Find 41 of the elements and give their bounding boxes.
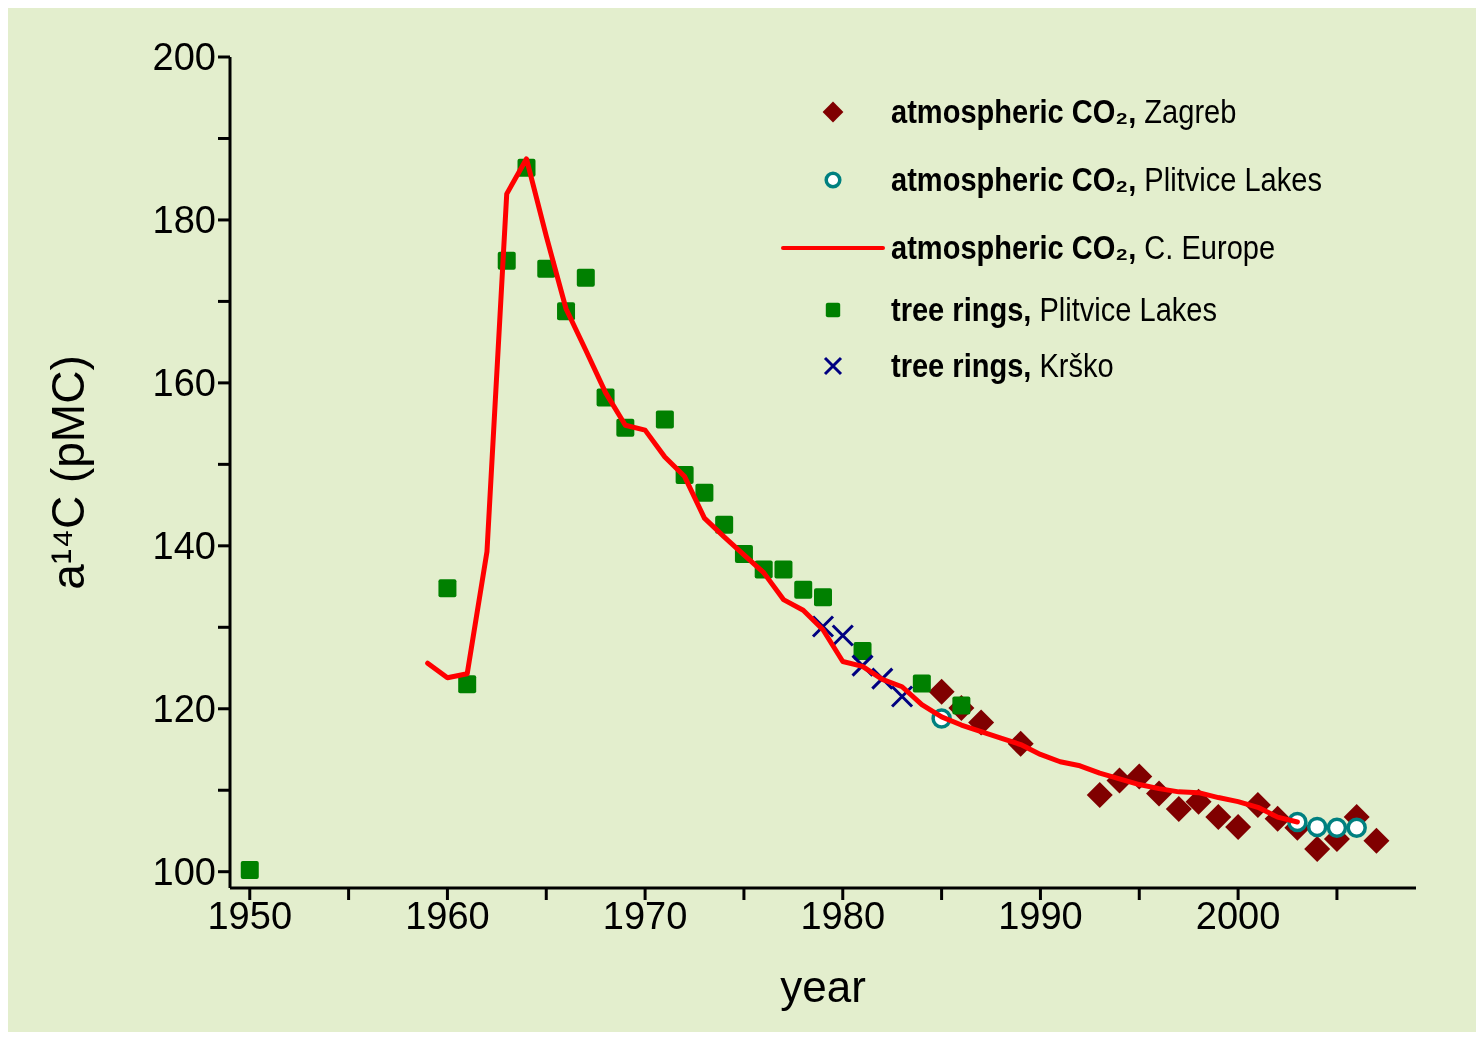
legend-label: tree rings, Krško — [891, 347, 1115, 385]
point — [240, 861, 259, 880]
y-axis-title: a¹⁴C (pMC) — [42, 355, 95, 590]
point — [438, 579, 457, 598]
point — [695, 483, 714, 502]
point — [458, 675, 477, 694]
point — [928, 678, 955, 705]
point — [576, 268, 595, 287]
point — [1304, 835, 1331, 862]
legend-label: atmospheric CO₂, Zagreb — [891, 93, 1237, 131]
point — [890, 685, 914, 709]
point — [831, 623, 855, 647]
point — [794, 580, 813, 599]
x-tick-label: 1990 — [998, 894, 1083, 937]
point — [655, 410, 674, 429]
y-tick-label: 120 — [152, 688, 216, 731]
x-tick-label: 1970 — [602, 894, 688, 937]
point — [814, 588, 832, 607]
x-tick-label: 1960 — [405, 894, 490, 937]
point — [1225, 813, 1252, 840]
point — [1363, 827, 1390, 854]
legend-label: atmospheric CO₂, C. Europe — [891, 229, 1276, 267]
x-tick-label: 1980 — [800, 894, 886, 937]
y-tick-label: 180 — [152, 199, 216, 242]
legend-label: tree rings, Plitvice Lakes — [891, 291, 1218, 329]
point — [1306, 816, 1328, 838]
point — [774, 560, 793, 579]
y-tick-label: 200 — [152, 36, 216, 79]
point — [1165, 795, 1192, 822]
point — [1346, 817, 1367, 838]
point — [912, 674, 931, 693]
y-tick-label: 160 — [152, 362, 216, 405]
legend-label: atmospheric CO₂, Plitvice Lakes — [891, 161, 1323, 199]
point — [1086, 782, 1113, 809]
x-tick-label: 2000 — [1195, 894, 1281, 937]
point — [1205, 804, 1232, 831]
y-tick-label: 140 — [152, 525, 216, 568]
x-axis-title: year — [780, 962, 866, 1011]
x-tick-label: 1950 — [207, 894, 293, 937]
point — [1326, 817, 1348, 838]
y-tick-label: 100 — [152, 851, 216, 894]
